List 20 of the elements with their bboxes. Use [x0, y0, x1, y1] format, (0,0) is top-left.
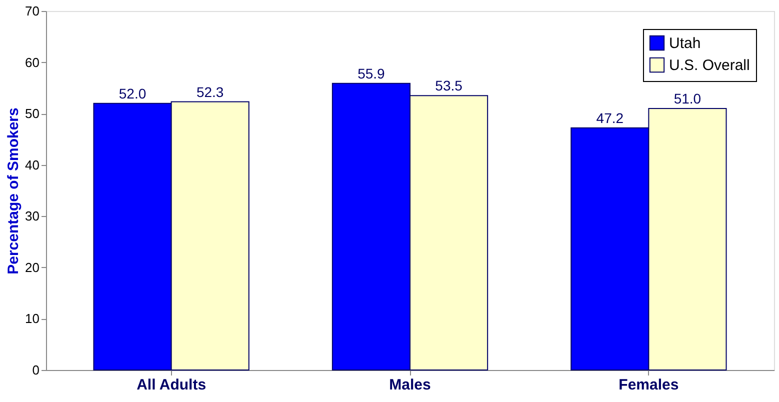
data-label: 47.2: [596, 110, 624, 126]
y-tick-label: 40: [25, 157, 40, 172]
data-label: 52.0: [118, 85, 146, 102]
x-tick-label: Males: [389, 376, 431, 394]
legend-label: U.S. Overall: [669, 57, 750, 74]
x-tick-label: All Adults: [136, 376, 206, 394]
y-tick-label: 10: [25, 311, 40, 326]
y-axis-title: Percentage of Smokers: [5, 108, 22, 274]
x-tick-label: Females: [618, 376, 679, 394]
data-label: 51.0: [674, 90, 702, 106]
y-tick-label: 70: [25, 4, 40, 18]
y-tick-label: 50: [25, 106, 40, 122]
y-tick-label: 20: [25, 260, 40, 275]
data-label: 52.3: [196, 84, 224, 100]
data-label: 55.9: [358, 65, 386, 82]
y-tick-label: 0: [32, 362, 40, 378]
y-tick-label: 30: [25, 208, 40, 224]
legend-label: Utah: [669, 35, 701, 52]
y-tick-label: 60: [25, 54, 40, 70]
data-label: 53.5: [435, 78, 463, 94]
